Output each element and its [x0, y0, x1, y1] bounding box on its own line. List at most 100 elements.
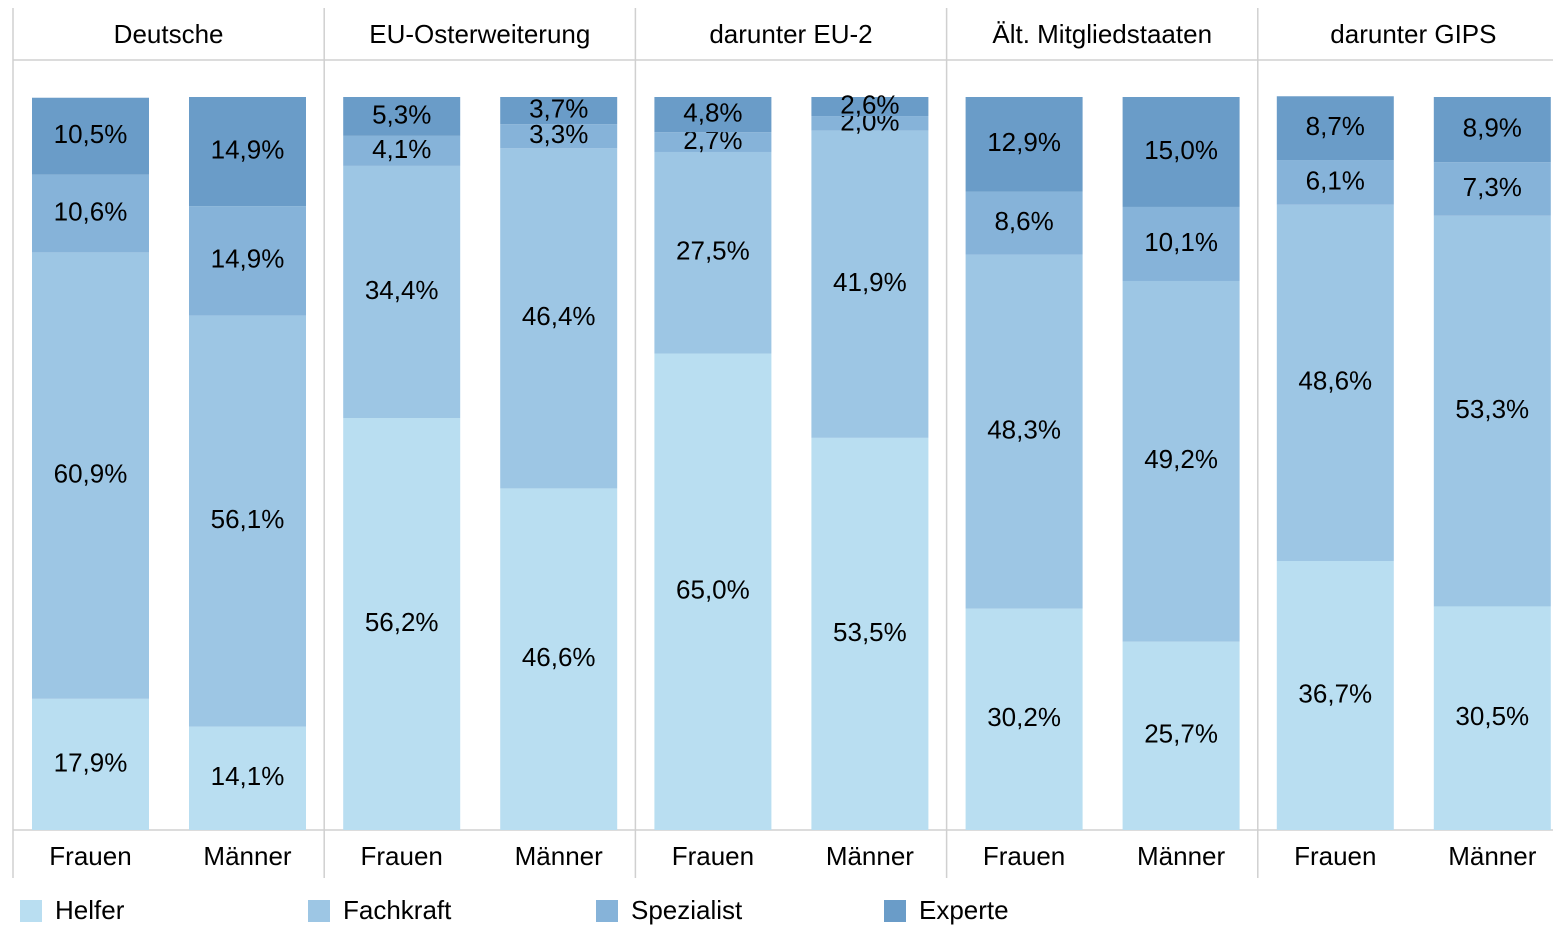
data-label: 10,6%	[54, 196, 128, 226]
bar-segment	[32, 174, 149, 253]
data-label: 53,3%	[1455, 394, 1529, 424]
data-label: 60,9%	[54, 458, 128, 488]
x-tick-label: Frauen	[1294, 841, 1376, 871]
bar-segment	[189, 206, 306, 316]
data-label: 8,9%	[1463, 112, 1522, 142]
legend-label: Experte	[919, 895, 1009, 925]
bar-segment	[500, 124, 618, 149]
data-label: 14,9%	[211, 134, 285, 164]
data-label: 12,9%	[987, 127, 1061, 157]
bar-segment	[189, 726, 306, 830]
x-tick-label: Männer	[826, 841, 914, 871]
data-label: 56,2%	[365, 607, 439, 637]
legend-swatch	[308, 900, 330, 922]
bar-segment	[343, 97, 461, 136]
bar-segment	[654, 353, 772, 830]
legend-label: Spezialist	[631, 895, 743, 925]
data-label: 25,7%	[1144, 719, 1218, 749]
bar-segment	[654, 132, 772, 152]
bar-segment	[1122, 206, 1240, 281]
data-label: 34,4%	[365, 275, 439, 305]
data-label: 5,3%	[372, 99, 431, 129]
bar-segment	[811, 130, 929, 438]
data-label: 2,6%	[840, 89, 899, 119]
group-label: EU-Osterweiterung	[369, 19, 590, 49]
bar-segment	[189, 97, 306, 207]
x-tick-label: Frauen	[361, 841, 443, 871]
data-label: 4,1%	[372, 134, 431, 164]
bar-segment	[965, 254, 1083, 609]
bar-segment	[500, 488, 618, 830]
data-label: 65,0%	[676, 575, 750, 605]
data-label: 4,8%	[683, 97, 742, 127]
data-label: 10,5%	[54, 119, 128, 149]
x-tick-label: Männer	[1137, 841, 1225, 871]
bar-segment	[811, 437, 929, 830]
data-label: 36,7%	[1298, 678, 1372, 708]
data-label: 46,4%	[522, 301, 596, 331]
group-label: Deutsche	[114, 19, 224, 49]
data-label: 14,1%	[211, 761, 285, 791]
bar-segment	[343, 418, 461, 830]
bar-segment	[1433, 162, 1551, 216]
bar-segment	[32, 252, 149, 699]
data-label: 6,1%	[1306, 165, 1365, 195]
data-label: 46,6%	[522, 642, 596, 672]
data-label: 56,1%	[211, 504, 285, 534]
data-label: 10,1%	[1144, 227, 1218, 257]
bar-segment	[1122, 97, 1240, 207]
bar-segment	[343, 135, 461, 166]
data-label: 15,0%	[1144, 135, 1218, 165]
data-label: 53,5%	[833, 617, 907, 647]
x-tick-label: Frauen	[672, 841, 754, 871]
bar-segment	[654, 151, 772, 354]
group-label: darunter EU-2	[709, 19, 872, 49]
bar-segment	[32, 698, 149, 830]
bar-segment	[1433, 215, 1551, 607]
bar-segment	[1122, 641, 1240, 830]
data-label: 8,6%	[994, 206, 1053, 236]
legend-label: Helfer	[55, 895, 125, 925]
bar-segment	[500, 148, 618, 489]
bar-segment	[811, 116, 929, 131]
data-label: 30,2%	[987, 702, 1061, 732]
data-label: 17,9%	[54, 747, 128, 777]
bar-segment	[189, 315, 306, 727]
data-label: 48,6%	[1298, 366, 1372, 396]
bar-segment	[654, 97, 772, 133]
data-label: 7,3%	[1463, 172, 1522, 202]
bar-segment	[965, 608, 1083, 830]
data-label: 14,9%	[211, 244, 285, 274]
bar-segment	[1276, 204, 1394, 561]
bar-segment	[811, 97, 929, 117]
legend-swatch	[596, 900, 618, 922]
legend-swatch	[884, 900, 906, 922]
bar-segment	[965, 97, 1083, 192]
group-label: Ält. Mitgliedstaaten	[992, 19, 1212, 49]
x-tick-label: Männer	[203, 841, 291, 871]
bar-segment	[1122, 280, 1240, 642]
data-label: 27,5%	[676, 236, 750, 266]
data-label: 3,7%	[529, 93, 588, 123]
bar-segment	[965, 191, 1083, 255]
bar-segment	[1276, 96, 1394, 161]
legend-label: Fachkraft	[343, 895, 452, 925]
x-tick-label: Frauen	[983, 841, 1065, 871]
data-label: 30,5%	[1455, 701, 1529, 731]
data-label: 8,7%	[1306, 111, 1365, 141]
bar-segment	[32, 97, 149, 175]
bar-segment	[1433, 606, 1551, 830]
x-tick-label: Männer	[1448, 841, 1536, 871]
bar-segment	[1276, 560, 1394, 830]
data-label: 41,9%	[833, 267, 907, 297]
bar-segment	[500, 97, 618, 125]
data-label: 48,3%	[987, 414, 1061, 444]
legend-swatch	[20, 900, 42, 922]
group-label: darunter GIPS	[1330, 19, 1496, 49]
x-tick-label: Männer	[515, 841, 603, 871]
x-tick-label: Frauen	[49, 841, 131, 871]
bar-segment	[1276, 160, 1394, 205]
bar-segment	[1433, 97, 1551, 163]
data-label: 49,2%	[1144, 444, 1218, 474]
